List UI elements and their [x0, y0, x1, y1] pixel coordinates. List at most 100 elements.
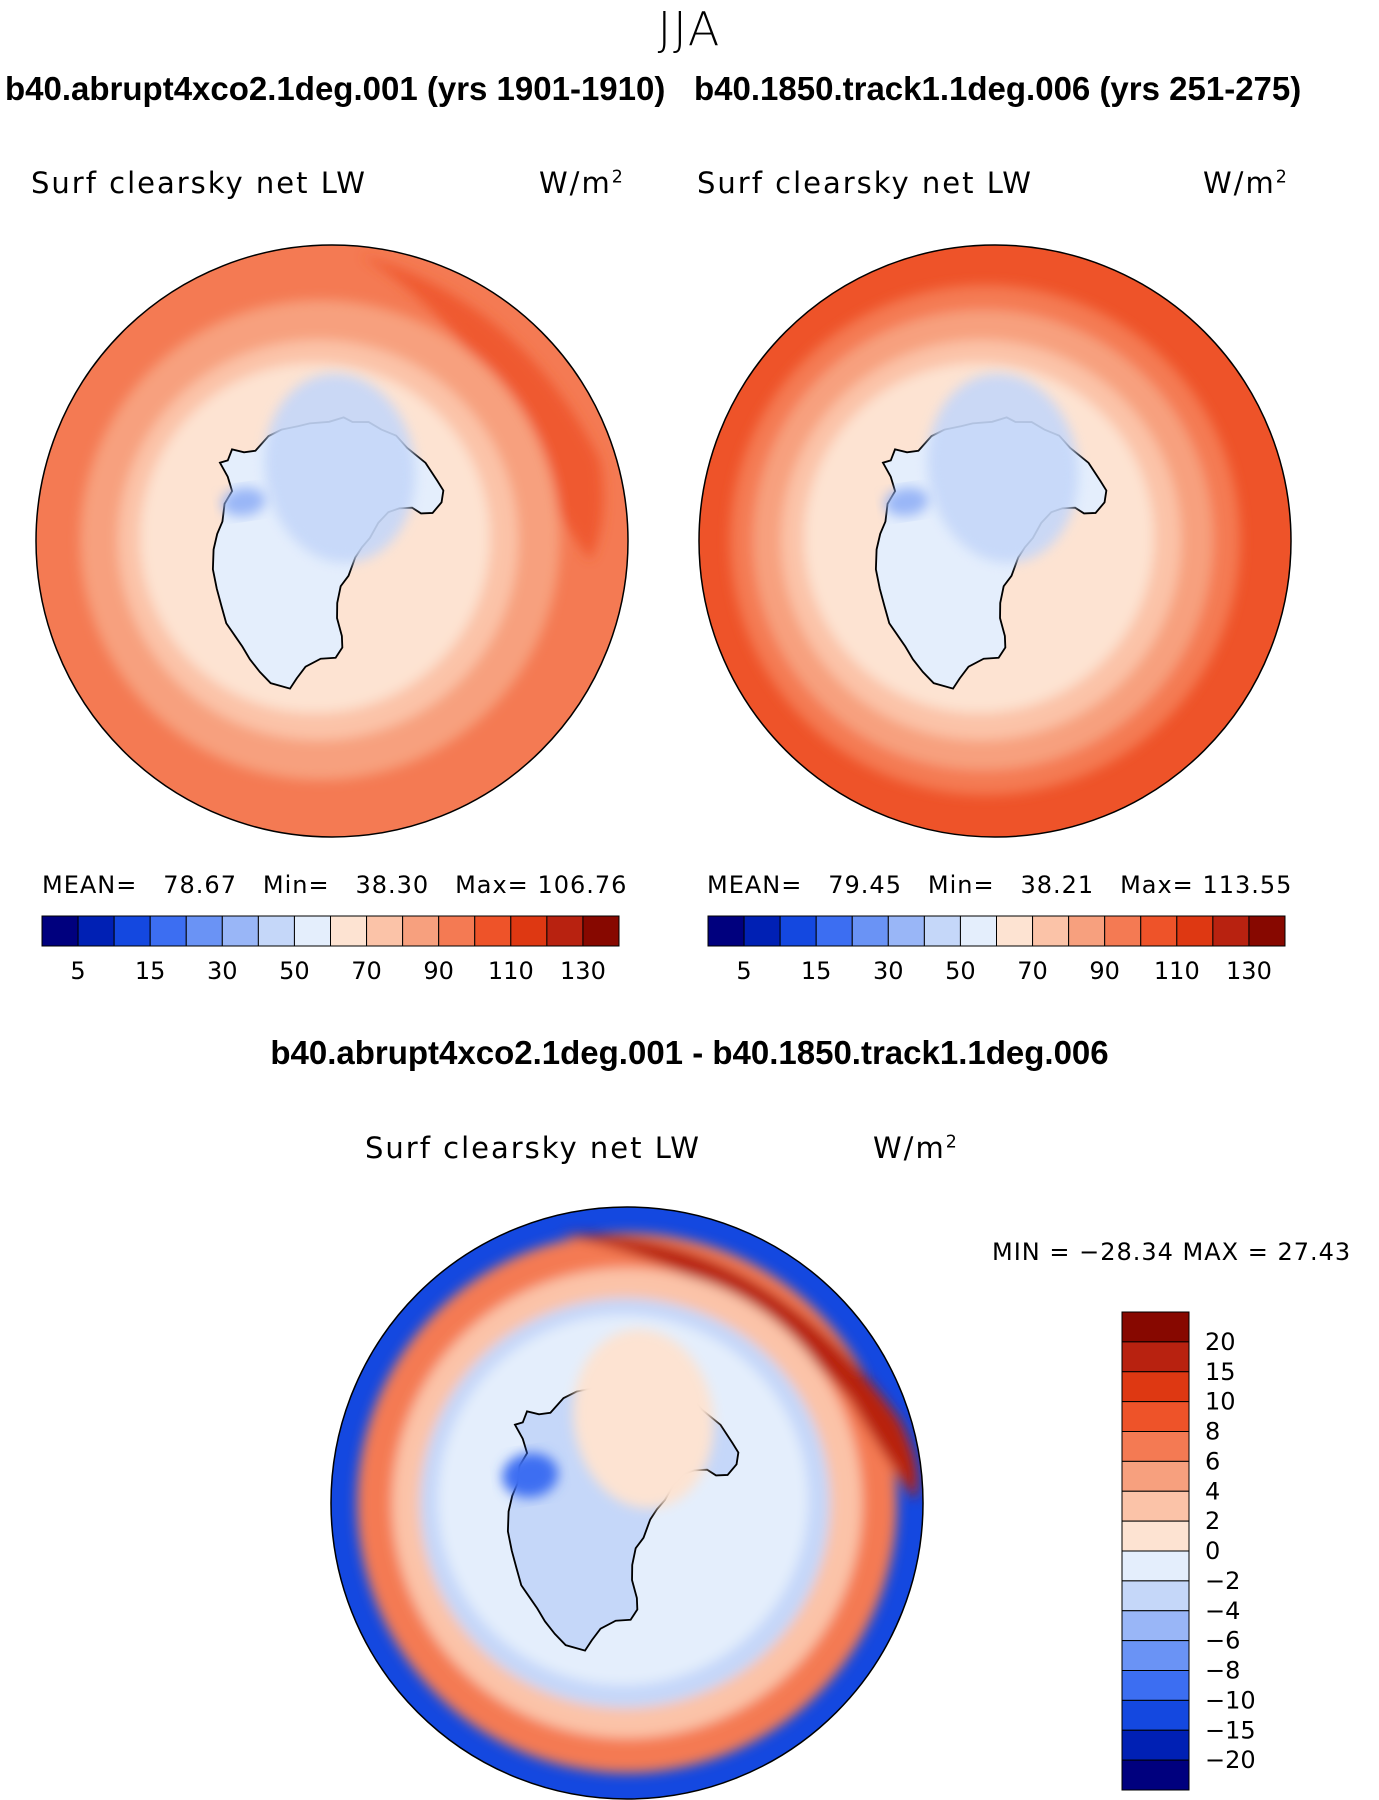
left-colorbar: 5 15 30 50 70 90 110 130 [41, 915, 620, 985]
difference-title: b40.abrupt4xco2.1deg.001 - b40.1850.trac… [270, 1034, 1109, 1071]
left-map-lowspot [221, 487, 266, 517]
diff-colorbar-tick-label: −8 [1205, 1657, 1240, 1685]
diff-colorbar-tick-label: 8 [1205, 1418, 1220, 1446]
diff-colorbar-box-6 [1121, 1490, 1190, 1522]
right-colorbar-box-15 [1248, 915, 1286, 947]
right-colorbar-tick-label: 50 [945, 957, 976, 985]
diff-colorbar-tick-label: −6 [1205, 1627, 1240, 1655]
left-colorbar-box-6 [257, 915, 295, 947]
left-colorbar-tick-label: 15 [135, 957, 166, 985]
diff-colorbar-box-9 [1121, 1580, 1190, 1612]
diff-colorbar-box-10 [1121, 1610, 1190, 1642]
diff-colorbar-tick-label: 0 [1205, 1537, 1220, 1565]
left-colorbar-tick-label: 30 [207, 957, 238, 985]
diff-colorbar-box-7 [1121, 1520, 1190, 1552]
right-colorbar-box-3 [815, 915, 853, 947]
diff-colorbar-tick-label: 15 [1205, 1358, 1236, 1386]
right-map-plateau [927, 373, 1079, 563]
left-panel-title: b40.abrupt4xco2.1deg.001 (yrs 1901-1910) [5, 70, 666, 107]
right-colorbar-box-0 [707, 915, 745, 947]
left-colorbar-tick-label: 130 [560, 957, 606, 985]
right-colorbar-box-9 [1032, 915, 1070, 947]
right-variable-label: Surf clearsky net LW [697, 166, 1033, 200]
diff-map-border [330, 1206, 924, 1800]
right-colorbar-box-11 [1104, 915, 1142, 947]
diff-colorbar-box-4 [1121, 1431, 1190, 1462]
diff-colorbar-box-8 [1121, 1550, 1190, 1582]
right-panel-title: b40.1850.track1.1deg.006 (yrs 251-275) [694, 70, 1302, 107]
right-colorbar-tick-label: 130 [1226, 957, 1272, 985]
left-colorbar-tick-label: 70 [351, 957, 382, 985]
diff-colorbar-tick-label: 10 [1205, 1388, 1236, 1416]
left-map-border [35, 244, 629, 838]
right-colorbar-box-7 [959, 915, 997, 947]
diff-colorbar-tick-label: −10 [1205, 1686, 1256, 1714]
right-colorbar-box-5 [887, 915, 925, 947]
left-colorbar-box-15 [582, 915, 620, 947]
left-colorbar-box-13 [510, 915, 548, 947]
diff-map-lowspot [502, 1453, 559, 1498]
diff-colorbar-tick-label: −20 [1205, 1746, 1256, 1774]
diff-map-panel [330, 1206, 924, 1800]
left-colorbar-box-9 [366, 915, 404, 947]
diff-colorbar-box-11 [1121, 1640, 1190, 1671]
left-map-plateau [264, 373, 416, 563]
left-colorbar-tick-label: 50 [279, 957, 310, 985]
diff-map-continent [488, 1329, 764, 1660]
right-map-panel [698, 244, 1292, 838]
left-colorbar-box-14 [546, 915, 584, 947]
right-colorbar-box-12 [1140, 915, 1178, 947]
diff-colorbar-tick-label: 20 [1205, 1328, 1236, 1356]
diff-colorbar-box-15 [1121, 1759, 1190, 1791]
left-colorbar-box-10 [402, 915, 440, 947]
right-map-border [698, 244, 1292, 838]
left-colorbar-box-4 [185, 915, 223, 947]
left-map-panel [35, 244, 629, 838]
left-colorbar-box-5 [221, 915, 259, 947]
diff-units-label: W/m2 [873, 1131, 959, 1165]
diff-variable-label: Surf clearsky net LW [365, 1131, 701, 1165]
left-colorbar-box-7 [293, 915, 331, 947]
diff-colorbar-box-3 [1121, 1401, 1190, 1432]
right-colorbar-tick-label: 90 [1089, 957, 1120, 985]
season-title: JJA [657, 2, 722, 56]
right-colorbar-box-10 [1068, 915, 1106, 947]
right-colorbar-tick-label: 15 [801, 957, 832, 985]
diff-map-band-max [560, 1234, 918, 1500]
left-variable-label: Surf clearsky net LW [31, 166, 367, 200]
left-units-label: W/m2 [539, 166, 625, 200]
diff-colorbar-box-1 [1121, 1341, 1190, 1373]
left-colorbar-tick-label: 5 [70, 957, 85, 985]
right-map-lowspot [884, 487, 929, 517]
diff-colorbar-box-12 [1121, 1670, 1190, 1701]
diff-colorbar-box-14 [1121, 1729, 1190, 1761]
right-units-label: W/m2 [1203, 166, 1289, 200]
right-colorbar-box-6 [923, 915, 961, 947]
left-colorbar-tick-label: 90 [423, 957, 454, 985]
right-colorbar-box-8 [996, 915, 1034, 947]
right-colorbar: 5 15 30 50 70 90 110 130 [707, 915, 1286, 985]
left-colorbar-box-11 [438, 915, 476, 947]
right-colorbar-tick-label: 5 [736, 957, 751, 985]
right-colorbar-box-2 [779, 915, 817, 947]
diff-colorbar-tick-label: −4 [1205, 1597, 1240, 1625]
diff-colorbar-box-5 [1121, 1460, 1190, 1492]
left-map-continent [193, 373, 469, 698]
right-stats: MEAN= 79.45 Min= 38.21 Max= 113.55 [707, 871, 1293, 899]
diff-min-max: MIN = −28.34 MAX = 27.43 [992, 1238, 1352, 1266]
left-colorbar-box-2 [113, 915, 151, 947]
diff-colorbar-tick-label: 6 [1205, 1447, 1220, 1475]
left-colorbar-box-12 [474, 915, 512, 947]
left-colorbar-box-8 [330, 915, 368, 947]
diff-colorbar-box-13 [1121, 1699, 1190, 1731]
left-colorbar-box-0 [41, 915, 79, 947]
right-colorbar-tick-label: 110 [1154, 957, 1200, 985]
left-colorbar-box-1 [77, 915, 115, 947]
left-colorbar-box-3 [149, 915, 187, 947]
right-map-continent [856, 373, 1132, 698]
right-colorbar-box-4 [851, 915, 889, 947]
diff-colorbar-tick-label: 4 [1205, 1477, 1220, 1505]
diff-colorbar-tick-label: −15 [1205, 1716, 1256, 1744]
